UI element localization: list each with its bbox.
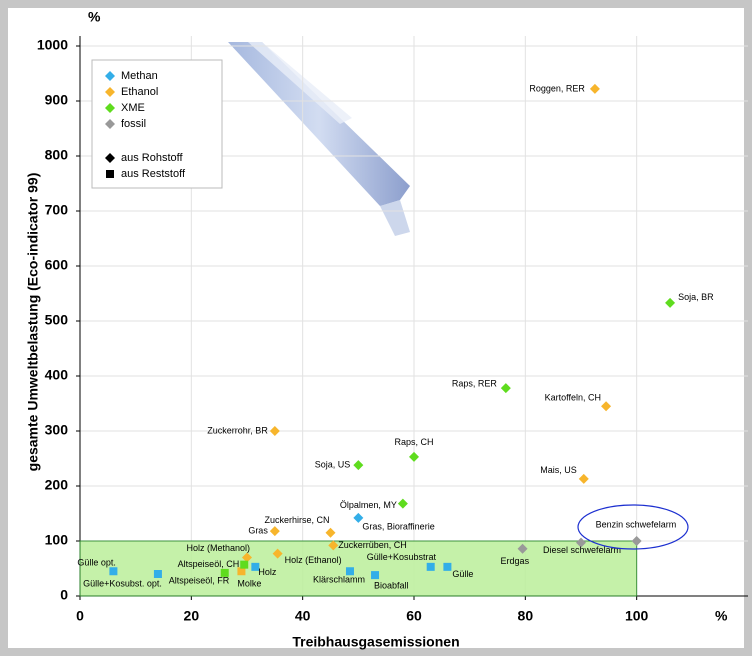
point-label: Klärschlamm bbox=[313, 575, 365, 585]
point-label: Molke bbox=[237, 579, 261, 589]
x-tick-label: 100 bbox=[625, 608, 649, 624]
y-unit: % bbox=[88, 9, 101, 25]
point-label: Soja, US bbox=[315, 459, 351, 469]
point-label: Roggen, RER bbox=[529, 83, 585, 93]
point-label: Holz (Methanol) bbox=[186, 543, 250, 553]
point-label: Gülle opt. bbox=[77, 558, 116, 568]
legend-label: aus Reststoff bbox=[121, 168, 186, 180]
point-label: Gras, Bioraffinerie bbox=[362, 521, 434, 531]
y-tick-label: 800 bbox=[45, 147, 69, 163]
point-label: Raps, CH bbox=[394, 437, 433, 447]
point-label: Benzin schwefelarm bbox=[596, 519, 677, 529]
point bbox=[240, 561, 248, 569]
x-unit: % bbox=[715, 608, 728, 624]
x-tick-label: 0 bbox=[76, 608, 84, 624]
y-tick-label: 1000 bbox=[37, 37, 68, 53]
point-label: Zuckerrohr, BR bbox=[207, 425, 268, 435]
point-label: Holz (Ethanol) bbox=[285, 555, 342, 565]
legend-label: Methan bbox=[121, 70, 158, 82]
legend-label: XME bbox=[121, 102, 145, 114]
point-label: Gülle+Kosubstrat bbox=[367, 552, 437, 562]
y-tick-label: 700 bbox=[45, 202, 69, 218]
point-label: Ölpalmen, MY bbox=[340, 500, 397, 510]
legend-marker bbox=[106, 170, 114, 178]
point-label: Mais, US bbox=[540, 465, 577, 475]
y-tick-label: 200 bbox=[45, 477, 69, 493]
point-label: Erdgas bbox=[501, 556, 530, 566]
y-axis-title: gesamte Umweltbelastung (Eco-indicator 9… bbox=[25, 173, 41, 472]
legend-label: Ethanol bbox=[121, 86, 158, 98]
point-label: Zuckerhirse, CN bbox=[265, 515, 330, 525]
legend-label: aus Rohstoff bbox=[121, 152, 184, 164]
point-label: Gülle+Kosubst. opt. bbox=[83, 578, 162, 588]
point bbox=[443, 563, 451, 571]
point-label: Holz bbox=[258, 567, 277, 577]
point bbox=[154, 570, 162, 578]
y-tick-label: 100 bbox=[45, 532, 69, 548]
x-tick-label: 40 bbox=[295, 608, 311, 624]
point-label: Gras bbox=[248, 525, 268, 535]
x-tick-label: 80 bbox=[518, 608, 534, 624]
point-label: Soja, BR bbox=[678, 292, 714, 302]
y-tick-label: 0 bbox=[60, 587, 68, 603]
y-tick-label: 400 bbox=[45, 367, 69, 383]
y-tick-label: 900 bbox=[45, 92, 69, 108]
point-label: Zuckerrüben, CH bbox=[338, 540, 407, 550]
y-tick-label: 300 bbox=[45, 422, 69, 438]
chart: Gülle opt. Gülle+Kosubst. opt. Holz Klärsch… bbox=[0, 0, 752, 656]
point-label: Raps, RER bbox=[452, 378, 498, 388]
point-label: Altspeiseöl, FR bbox=[169, 575, 230, 585]
point-label: Bioabfall bbox=[374, 580, 409, 590]
point-label: Altspeiseöl, CH bbox=[178, 559, 240, 569]
x-tick-label: 60 bbox=[406, 608, 422, 624]
point-label: Kartoffeln, CH bbox=[545, 393, 601, 403]
y-tick-label: 600 bbox=[45, 257, 69, 273]
x-axis-title: Treibhausgasemissionen bbox=[292, 634, 459, 650]
x-tick-label: 20 bbox=[184, 608, 200, 624]
point-label: Gülle bbox=[452, 569, 473, 579]
point bbox=[427, 563, 435, 571]
point bbox=[109, 567, 117, 575]
point bbox=[371, 571, 379, 579]
y-tick-label: 500 bbox=[45, 312, 69, 328]
legend-label: fossil bbox=[121, 118, 146, 130]
